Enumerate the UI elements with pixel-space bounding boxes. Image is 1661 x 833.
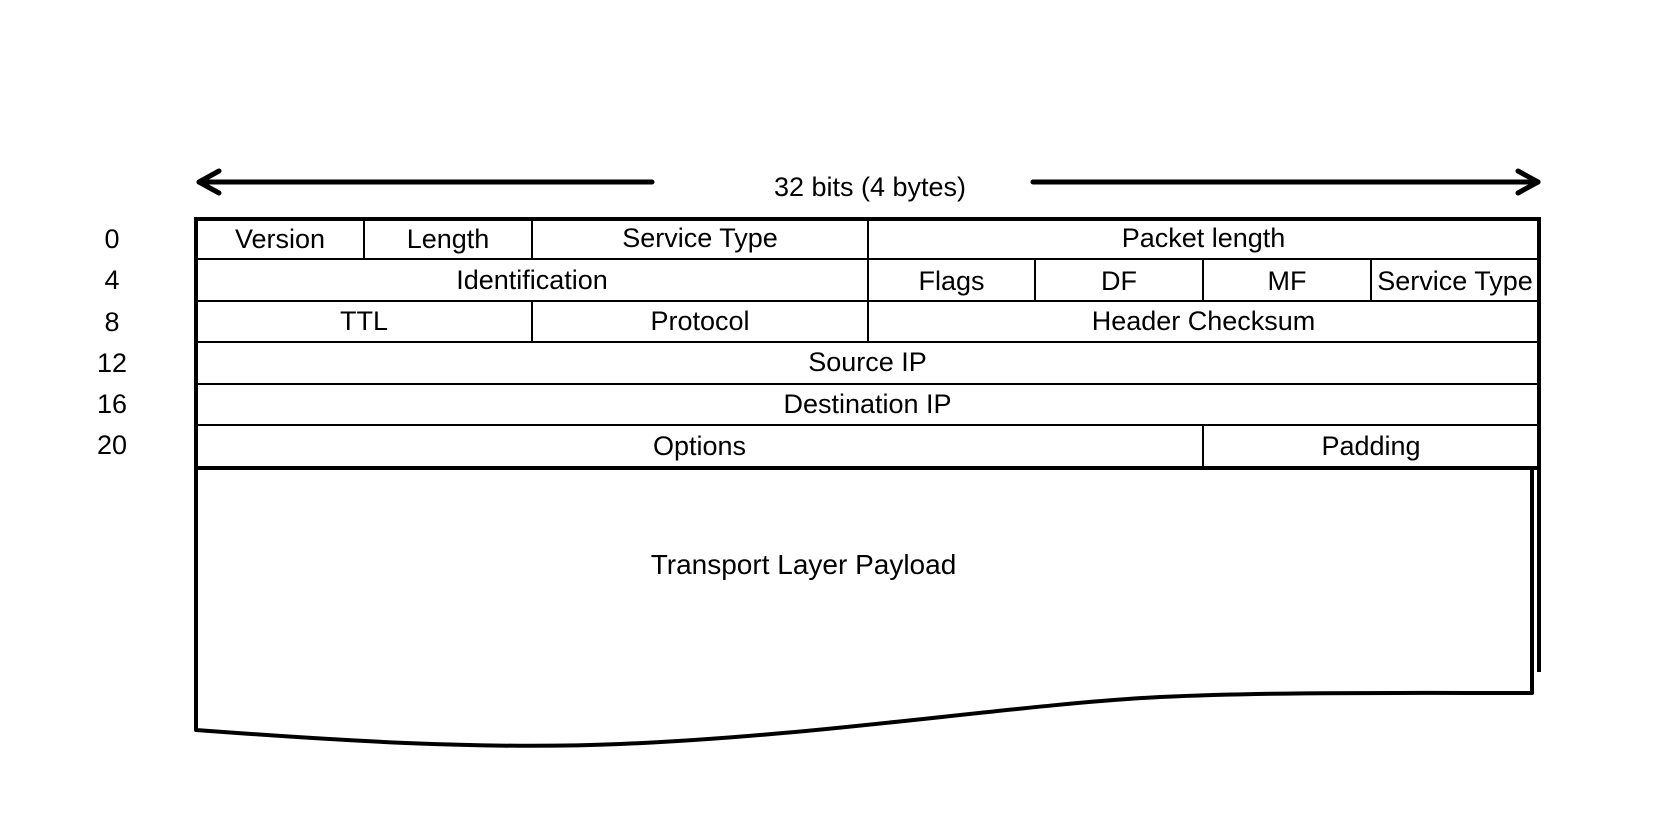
field-source-ip: Source IP — [808, 347, 927, 377]
field-mf: MF — [1267, 266, 1307, 296]
offset-label-8: 8 — [104, 307, 120, 337]
field-destination-ip: Destination IP — [783, 389, 952, 419]
field-options: Options — [652, 431, 747, 461]
offset-label-4: 4 — [104, 265, 120, 295]
width-label: 32 bits (4 bytes) — [773, 172, 967, 202]
field-flags: Flags — [918, 266, 985, 296]
field-ttl: TTL — [339, 306, 388, 336]
field-header-checksum: Header Checksum — [1091, 306, 1316, 336]
field-identification: Identification — [456, 265, 608, 295]
field-length: Length — [406, 224, 490, 254]
offset-label-20: 20 — [96, 430, 128, 460]
payload-label: Transport Layer Payload — [650, 549, 957, 580]
field-service-type-2: Service Type — [1377, 266, 1533, 296]
offset-label-12: 12 — [96, 348, 128, 378]
field-service-type: Service Type — [622, 223, 778, 253]
offset-label-16: 16 — [96, 389, 128, 419]
width-arrow-right — [1030, 168, 1541, 196]
payload-box — [194, 468, 1534, 748]
field-padding: Padding — [1321, 431, 1421, 461]
field-df: DF — [1101, 266, 1137, 296]
field-protocol: Protocol — [650, 306, 750, 336]
field-separators — [363, 219, 1372, 468]
field-packet-length: Packet length — [1121, 223, 1286, 253]
width-arrow-left — [196, 168, 655, 196]
field-version: Version — [234, 224, 326, 254]
offset-label-0: 0 — [104, 224, 120, 254]
